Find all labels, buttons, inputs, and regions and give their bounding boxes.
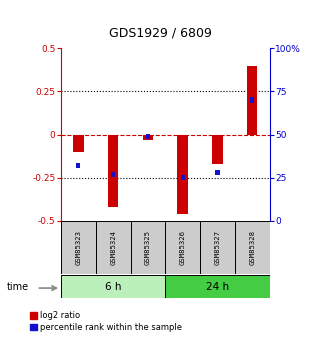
Bar [76,163,81,168]
Text: GSM85328: GSM85328 [249,230,255,265]
Bar [212,135,223,164]
Bar [61,275,165,298]
Text: time: time [6,282,29,292]
Text: GSM85323: GSM85323 [75,230,82,265]
Bar [200,221,235,274]
Bar [165,275,270,298]
Bar [181,175,185,180]
Text: GDS1929 / 6809: GDS1929 / 6809 [109,27,212,40]
Bar [131,221,165,274]
Text: 24 h: 24 h [206,282,229,292]
Text: 6 h: 6 h [105,282,121,292]
Text: GSM85326: GSM85326 [180,230,186,265]
Bar [61,221,96,274]
Bar [247,66,257,135]
Bar [146,134,150,139]
Legend: log2 ratio, percentile rank within the sample: log2 ratio, percentile rank within the s… [30,311,182,332]
Bar [235,221,270,274]
Bar [143,135,153,140]
Bar [73,135,83,152]
Bar [111,171,115,177]
Text: GSM85325: GSM85325 [145,230,151,265]
Bar [178,135,188,214]
Bar [96,221,131,274]
Text: GSM85324: GSM85324 [110,230,116,265]
Bar [215,170,220,175]
Text: GSM85327: GSM85327 [214,230,221,265]
Bar [108,135,118,207]
Bar [165,221,200,274]
Bar [250,97,254,103]
